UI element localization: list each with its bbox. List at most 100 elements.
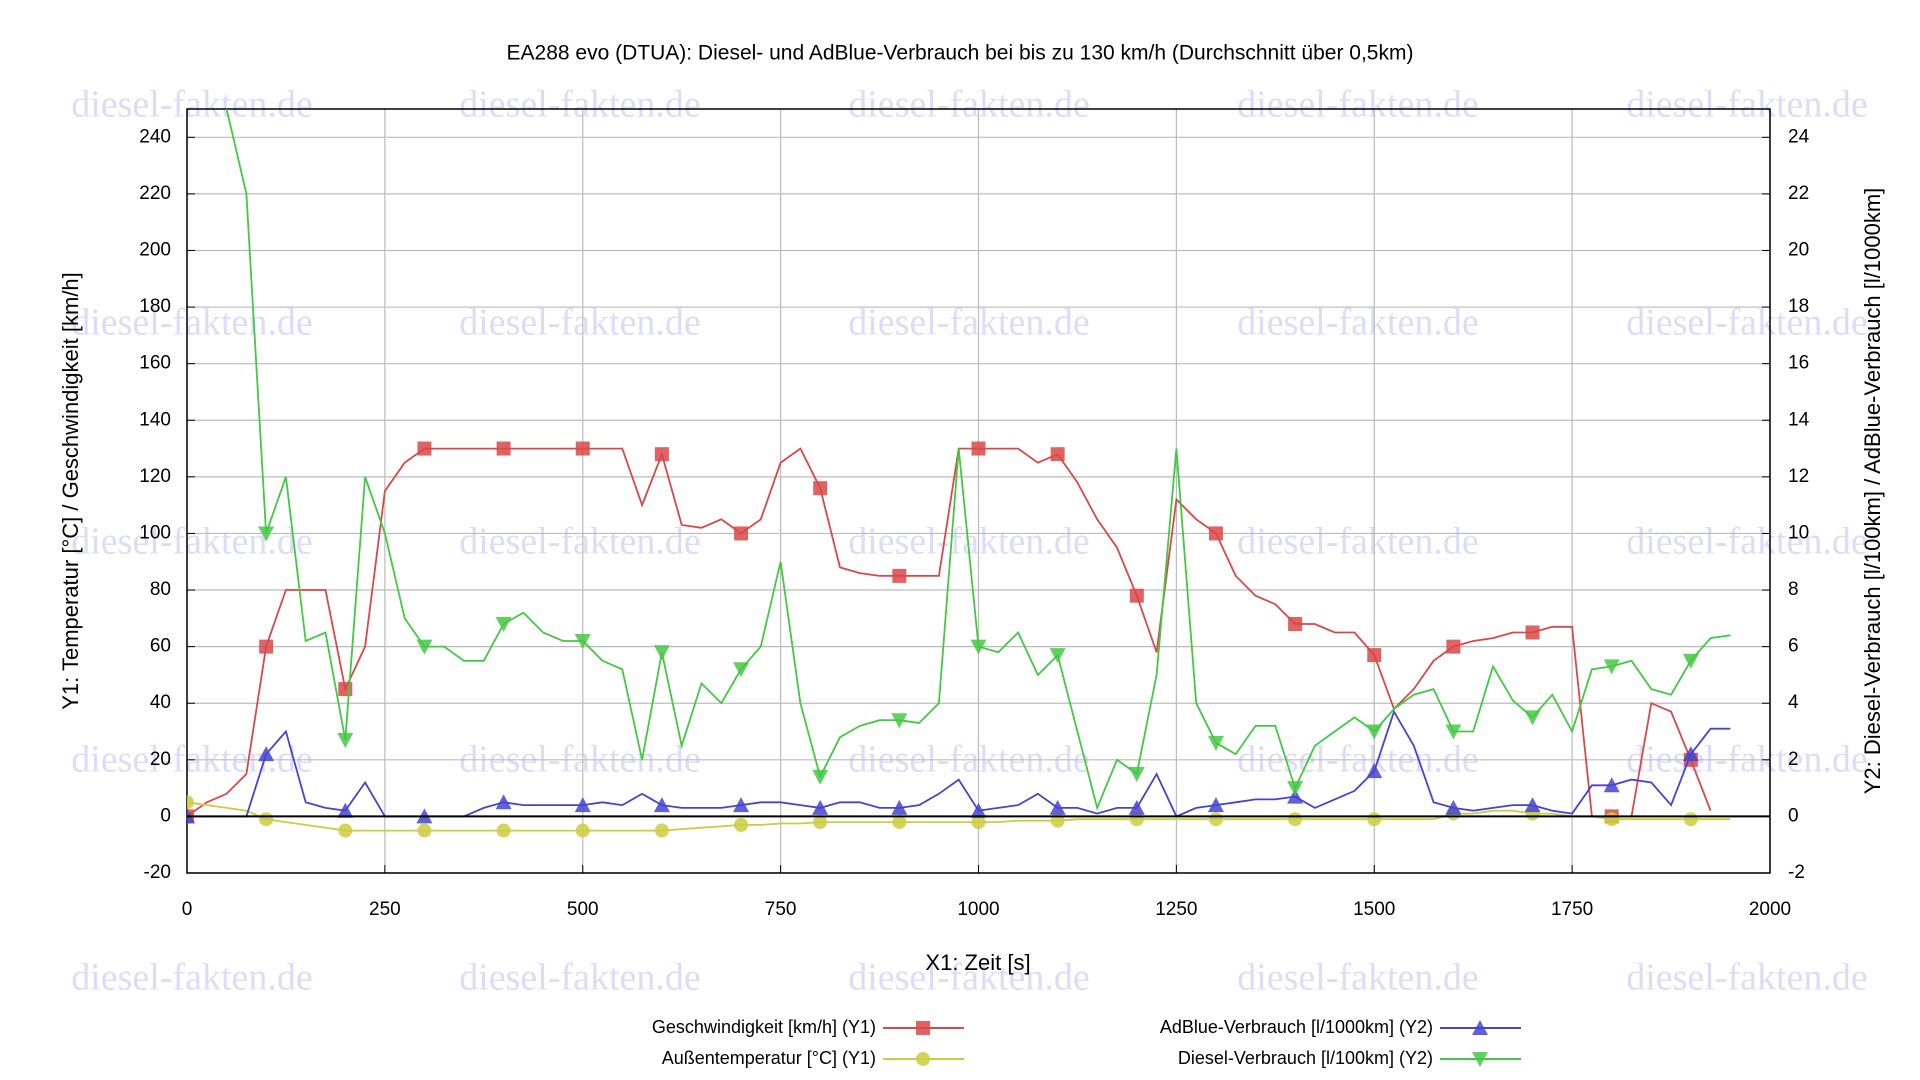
y2-tick-label: 18 <box>1788 296 1809 317</box>
marker <box>417 823 432 838</box>
watermark: diesel-fakten.de <box>1237 84 1479 126</box>
marker <box>1525 625 1540 640</box>
y-tick-label: 140 <box>139 409 171 430</box>
y-tick-label: 240 <box>139 126 171 147</box>
marker <box>1682 653 1699 669</box>
marker <box>1049 648 1066 664</box>
marker <box>971 441 986 456</box>
grid <box>186 109 1771 874</box>
watermark: diesel-fakten.de <box>71 521 313 563</box>
marker <box>1128 766 1145 782</box>
marker <box>1288 812 1303 827</box>
y2-tick-label: 14 <box>1788 409 1810 430</box>
marker <box>259 812 274 827</box>
marker <box>1446 639 1461 654</box>
watermark: diesel-fakten.de <box>848 84 1090 126</box>
y2-tick-label: 4 <box>1788 692 1799 713</box>
marker <box>258 526 275 542</box>
marker <box>187 795 194 810</box>
marker <box>187 808 195 824</box>
marker <box>1050 447 1065 462</box>
watermark: diesel-fakten.de <box>1626 521 1868 563</box>
y2-tick-label: 10 <box>1788 522 1809 543</box>
x-axis-title: X1: Zeit [s] <box>925 950 1030 975</box>
marker <box>258 746 275 762</box>
y2-tick-label: 0 <box>1788 805 1799 826</box>
marker <box>496 823 511 838</box>
watermark: diesel-fakten.de <box>71 957 313 999</box>
marker <box>1208 812 1223 827</box>
watermarks: diesel-fakten.de diesel-fakten.de diesel-f… <box>71 84 1868 999</box>
marker <box>733 797 750 813</box>
y-tick-label: 60 <box>150 636 171 657</box>
marker <box>417 441 432 456</box>
y2-tick-label: 24 <box>1788 126 1810 147</box>
legend-label: AdBlue-Verbrauch [l/1000km] (Y2) <box>1160 1017 1433 1037</box>
marker <box>416 639 433 655</box>
marker <box>1287 781 1304 797</box>
marker <box>1472 1052 1488 1067</box>
marker <box>1207 735 1224 751</box>
marker <box>574 633 591 649</box>
watermark: diesel-fakten.de <box>1626 84 1868 126</box>
marker <box>812 799 829 815</box>
marker <box>892 815 907 830</box>
marker <box>1367 812 1382 827</box>
marker <box>734 817 749 832</box>
y-tick-label: -20 <box>144 862 171 883</box>
marker <box>1445 724 1462 740</box>
chart-title: EA288 evo (DTUA): Diesel- und AdBlue-Ver… <box>507 42 1414 65</box>
marker <box>337 802 354 818</box>
y2-tick-label: 12 <box>1788 466 1809 487</box>
marker <box>338 823 353 838</box>
watermark: diesel-fakten.de <box>459 84 701 126</box>
marker <box>1683 812 1698 827</box>
marker <box>653 797 670 813</box>
watermark: diesel-fakten.de <box>1626 957 1868 999</box>
marker <box>1445 799 1462 815</box>
marker <box>1288 616 1303 631</box>
marker <box>1682 746 1699 762</box>
y-tick-label: 160 <box>139 353 171 374</box>
marker <box>1366 763 1383 779</box>
marker <box>970 639 987 655</box>
x-tick-label: 0 <box>182 899 193 920</box>
marker <box>496 441 511 456</box>
marker <box>1604 812 1619 827</box>
x-tick-label: 1500 <box>1353 899 1395 920</box>
y2-tick-label: 6 <box>1788 636 1799 657</box>
marker <box>653 645 670 661</box>
y-tick-label: 80 <box>150 579 171 600</box>
y-tick-label: 200 <box>139 239 171 260</box>
watermark: diesel-fakten.de <box>1237 302 1479 344</box>
legend-label: Außentemperatur [°C] (Y1) <box>662 1048 876 1068</box>
marker <box>813 481 828 496</box>
marker <box>1603 659 1620 675</box>
y2-tick-label: 16 <box>1788 353 1809 374</box>
marker <box>891 713 908 729</box>
marker <box>1208 526 1223 541</box>
watermark: diesel-fakten.de <box>459 957 701 999</box>
watermark: diesel-fakten.de <box>1237 957 1479 999</box>
watermark: diesel-fakten.de <box>71 302 313 344</box>
marker <box>575 823 590 838</box>
watermark: diesel-fakten.de <box>71 84 313 126</box>
marker <box>1366 724 1383 740</box>
y2-tick-label: 22 <box>1788 183 1809 204</box>
marker <box>971 815 986 830</box>
y-tick-label: 120 <box>139 466 171 487</box>
marker <box>575 441 590 456</box>
marker <box>916 1021 930 1035</box>
y2-tick-label: -2 <box>1788 862 1805 883</box>
y2-axis-title: Y2: Diesel-Verbrauch [l/100km] / AdBlue-… <box>1860 188 1885 795</box>
y-tick-label: 180 <box>139 296 171 317</box>
watermark: diesel-fakten.de <box>848 957 1090 999</box>
marker <box>1367 648 1382 663</box>
marker <box>654 447 669 462</box>
marker <box>1128 799 1145 815</box>
y-tick-label: 20 <box>150 749 171 770</box>
watermark: diesel-fakten.de <box>459 521 701 563</box>
marker <box>1129 588 1144 603</box>
marker <box>495 616 512 632</box>
marker <box>259 639 274 654</box>
